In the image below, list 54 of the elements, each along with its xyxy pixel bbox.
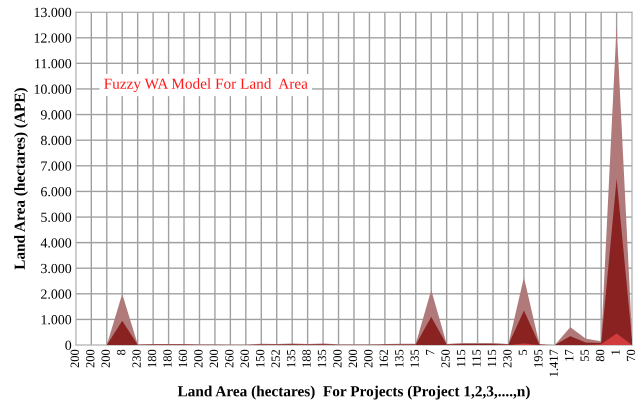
x-tick-label: 135 — [395, 350, 404, 367]
x-axis-title: Land Area (hectares) For Projects (Project 1,2,3,....,n) — [178, 386, 530, 400]
y-axis-title: Land Area (hectares) (APE) — [14, 88, 28, 270]
x-tick-label: 115 — [472, 350, 481, 366]
x-tick-label: 70 — [626, 350, 636, 361]
y-tick-label: 6.000 — [41, 186, 72, 196]
y-tick-label: 13.000 — [34, 8, 72, 18]
x-tick-label: 5 — [518, 350, 528, 355]
y-tick-label: 0 — [65, 340, 72, 350]
x-tick-label: 180 — [148, 350, 156, 367]
x-tick-label: 150 — [256, 350, 264, 367]
x-tick-label: 162 — [380, 350, 388, 367]
y-tick-label: 8.000 — [40, 136, 72, 146]
y-tick-label: 2.000 — [41, 289, 72, 299]
x-tick-label: 260 — [240, 350, 249, 368]
x-tick-label: 250 — [441, 350, 450, 368]
x-tick-label: 200 — [333, 350, 342, 368]
x-tick-label: 200 — [101, 350, 110, 368]
x-tick-label: 230 — [132, 350, 141, 368]
x-tick-label: 135 — [410, 350, 419, 367]
y-tick-label: 10.000 — [34, 84, 72, 94]
x-tick-label: 200 — [210, 350, 218, 368]
annotation: Fuzzy WA Model For Land Area — [104, 78, 308, 92]
y-tick-label: 3.000 — [41, 264, 72, 274]
y-tick-label: 4.000 — [40, 238, 72, 248]
x-tick-label: 200 — [70, 350, 80, 368]
y-tick-label: 7.000 — [41, 161, 72, 171]
x-tick-label: 180 — [163, 350, 172, 367]
x-tick-label: 188 — [302, 350, 311, 367]
x-tick-label: 115 — [488, 350, 496, 366]
x-tick-label: 135 — [318, 350, 326, 367]
x-tick-label: 7 — [426, 350, 434, 355]
x-tick-label: 1.417 — [550, 350, 558, 376]
x-tick-label: 55 — [580, 350, 589, 361]
x-tick-label: 17 — [565, 350, 574, 361]
x-tick-label: 200 — [194, 350, 203, 368]
x-tick-label: 1 — [611, 350, 620, 354]
y-tick-label: 12.000 — [34, 33, 72, 43]
x-tick-label: 80 — [596, 350, 604, 362]
x-tick-label: 230 — [503, 350, 512, 368]
x-tick-label: 195 — [534, 350, 542, 367]
x-tick-label: 200 — [364, 350, 373, 368]
x-tick-label: 200 — [86, 350, 94, 368]
x-tick-label: 115 — [456, 350, 466, 366]
x-tick-label: 200 — [348, 350, 358, 368]
y-tick-label: 5.000 — [41, 212, 72, 222]
y-tick-label: 1.000 — [42, 315, 72, 324]
x-tick-label: 8 — [116, 350, 126, 355]
x-tick-label: 260 — [225, 350, 234, 368]
x-tick-label: 160 — [178, 350, 188, 367]
x-tick-label: 252 — [271, 350, 280, 368]
y-tick-label: 9.000 — [40, 110, 72, 120]
y-tick-label: 11.000 — [35, 58, 72, 68]
x-tick-label: 135 — [286, 350, 296, 367]
